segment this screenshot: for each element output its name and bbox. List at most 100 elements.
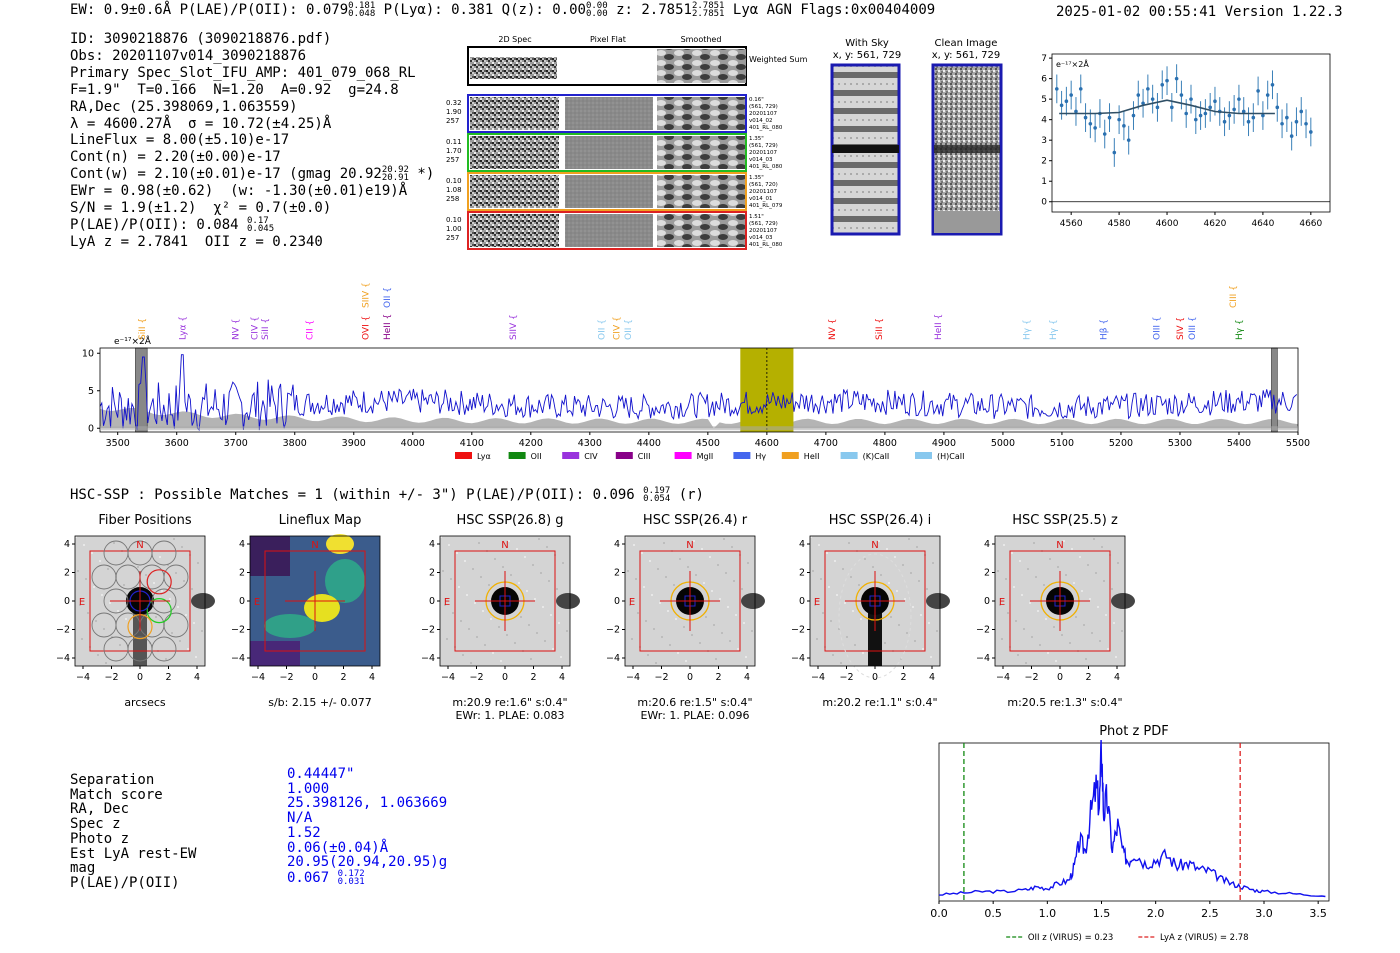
cutout-row-left-label: 0.10 xyxy=(446,177,462,185)
cutout-row-right-label: 20201107 xyxy=(749,111,777,117)
panel-noise xyxy=(914,640,916,642)
panel-noise xyxy=(890,616,892,618)
panel-noise xyxy=(1075,616,1077,618)
panel-noise xyxy=(480,576,482,578)
panel-noise xyxy=(1013,586,1015,588)
match-value: 1.000 xyxy=(287,780,330,797)
panel-caption-2: EWr: 1. PLAE: 0.083 xyxy=(455,709,565,722)
panel-noise xyxy=(1025,662,1027,664)
panel-noise xyxy=(468,628,470,630)
panel-noise xyxy=(542,606,544,608)
line-fit-point xyxy=(1160,82,1165,87)
cutout-row-right-label: 20201107 xyxy=(749,189,777,195)
panel-noise xyxy=(532,564,534,566)
panel-neighbour-source xyxy=(926,593,950,609)
hsc-plae-sup: 0.197 xyxy=(643,486,671,496)
panel-image: N E −4 −4 −2 −2 0 0 2 2 4 4 xyxy=(791,535,950,683)
line-fit-point xyxy=(1265,93,1270,97)
panel-noise xyxy=(111,636,113,638)
line-fit-xtick-label: 4600 xyxy=(1156,219,1179,229)
match-value: 1.52 xyxy=(287,824,321,841)
panel-noise xyxy=(181,546,183,548)
panel-noise xyxy=(625,536,627,538)
panel-aperture-box xyxy=(639,550,741,652)
hsc-plae-sub: 0.054 xyxy=(643,494,671,504)
cutout-row-right-label: 401_RL_079 xyxy=(749,203,783,209)
panel-noise xyxy=(703,582,705,584)
panel-compass-east: E xyxy=(254,597,260,608)
panel-compass-east: E xyxy=(999,597,1005,608)
panel-ytick-label: 4 xyxy=(799,539,805,550)
cutout-col-header-flat: Pixel Flat xyxy=(590,35,626,44)
panel-noise xyxy=(1071,548,1073,550)
panel-noise xyxy=(733,580,735,582)
panel-noise xyxy=(637,612,639,614)
spectrum-line-label: Lyα { xyxy=(179,316,189,340)
panel-noise xyxy=(518,582,520,584)
panel-xtick-label: 4 xyxy=(559,672,565,683)
panel-xtick-label: 2 xyxy=(165,672,171,683)
match-value: 0.06(±0.04)Å xyxy=(287,839,389,856)
panel-noise xyxy=(677,652,679,654)
hsc-summary: HSC-SSP : Possible Matches = 1 (within +… xyxy=(70,486,704,504)
cutout-row-right-label: 401_RL_080 xyxy=(749,125,783,131)
panel-noise xyxy=(1005,578,1007,580)
panel-noise xyxy=(470,662,472,664)
line-fit-point xyxy=(1222,119,1227,124)
panel-noise xyxy=(695,574,697,576)
panel-noise xyxy=(95,620,97,622)
panel-noise xyxy=(663,542,665,544)
panel-noise xyxy=(751,630,753,632)
panel-noise xyxy=(1085,658,1087,660)
panel-xtick-label: −2 xyxy=(839,672,853,683)
clean-image-title: Clean Image xyxy=(934,38,998,49)
panel-ytick-label: 4 xyxy=(429,539,435,550)
spectrum-line-label: SIIV { xyxy=(509,314,519,340)
cutout-row-right-label: v014_03 xyxy=(749,235,773,241)
panel-noise xyxy=(649,560,651,562)
panel-ytick-label: −4 xyxy=(421,653,435,664)
panel-noise xyxy=(997,570,999,572)
line-fit-point xyxy=(1289,134,1294,138)
panel-noise xyxy=(673,584,675,586)
spectrum-legend-label: CIV xyxy=(584,452,598,461)
panel-noise xyxy=(910,572,912,574)
match-value-row: 25.398126, 1.063669 xyxy=(287,796,447,811)
panel-noise xyxy=(1023,628,1025,630)
panel-noise xyxy=(1019,560,1021,562)
panel-noise xyxy=(842,568,844,570)
panel-noise xyxy=(727,606,729,608)
line-fit-point xyxy=(1261,113,1265,118)
panel-noise xyxy=(1033,542,1035,544)
info-lambda: λ = 4600.27Å σ = 10.72(±4.25)Å xyxy=(70,115,332,132)
match-value-row: 0.06(±0.04)Å xyxy=(287,839,447,856)
panel-noise xyxy=(1095,572,1097,574)
photz-curve xyxy=(939,740,1326,898)
panel-noise xyxy=(661,636,663,638)
panel-ytick-label: 2 xyxy=(64,568,70,579)
panel-compass-north: N xyxy=(311,540,318,551)
spectrum-xtick-label: 4500 xyxy=(696,438,720,449)
photz-frame xyxy=(938,742,1330,902)
panel-noise xyxy=(635,578,637,580)
panel-noise xyxy=(627,570,629,572)
panel-noise xyxy=(709,556,711,558)
line-fit-ytick-label: 3 xyxy=(1041,136,1047,146)
spectrum-line-label: SiII { xyxy=(261,318,271,340)
panel-noise xyxy=(197,562,199,564)
clean-image-header: Clean Image x, y: 561, 729 xyxy=(930,38,1002,62)
info-gmag-sup: 20.92 xyxy=(381,165,409,176)
panel-noise xyxy=(848,542,850,544)
spectrum-legend-swatch xyxy=(733,452,751,459)
panel-xtick-label: 2 xyxy=(715,672,721,683)
panel-noise xyxy=(1003,544,1005,546)
spectrum-line-label: CIV { xyxy=(251,316,261,340)
panel-noise xyxy=(830,620,832,622)
line-fit-point xyxy=(1112,150,1117,155)
panel-noise xyxy=(155,616,157,618)
spectrum-line-label: CIII { xyxy=(1229,285,1239,308)
line-fit-point xyxy=(1213,99,1217,103)
panel-noise xyxy=(862,652,864,654)
panel-noise xyxy=(719,598,721,600)
lineflux-peak xyxy=(304,594,340,622)
